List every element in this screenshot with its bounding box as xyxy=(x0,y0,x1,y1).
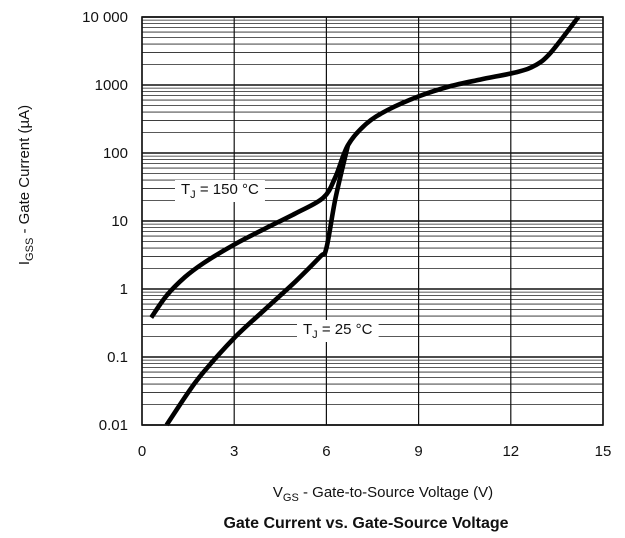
x-tick-label: 15 xyxy=(595,443,612,460)
series-label-25c: TJ = 25 °C xyxy=(303,321,373,341)
y-tick-label: 0.1 xyxy=(107,349,128,366)
x-tick-label: 0 xyxy=(138,443,146,460)
y-tick-label: 100 xyxy=(103,145,128,162)
x-tick-label: 12 xyxy=(502,443,519,460)
minor-gridlines xyxy=(142,19,603,405)
y-tick-label: 0.01 xyxy=(99,417,128,434)
series-lines xyxy=(149,15,581,427)
series-label-25c-background xyxy=(297,320,379,342)
series-line-25c xyxy=(164,144,351,427)
y-tick-labels: 0.01 0.1 1 10 100 1000 10 000 xyxy=(82,9,128,434)
y-tick-label: 1000 xyxy=(95,77,128,94)
x-tick-label: 3 xyxy=(230,443,238,460)
y-tick-label: 10 xyxy=(111,213,128,230)
y-axis-label: IGSS - Gate Current (µA) xyxy=(16,105,36,265)
chart-title: Gate Current vs. Gate-Source Voltage xyxy=(223,515,508,532)
series-line-150c xyxy=(149,15,581,319)
x-axis-label: VGS - Gate-to-Source Voltage (V) xyxy=(273,484,493,504)
x-tick-labels: 0 3 6 9 12 15 xyxy=(138,443,612,460)
x-tick-label: 6 xyxy=(322,443,330,460)
plot-frame xyxy=(141,16,604,426)
series-label-150c: TJ = 150 °C xyxy=(181,181,259,201)
y-tick-label: 1 xyxy=(120,281,128,298)
series-label-150c-background xyxy=(175,180,265,202)
y-tick-label: 10 000 xyxy=(82,9,128,26)
x-tick-label: 9 xyxy=(414,443,422,460)
